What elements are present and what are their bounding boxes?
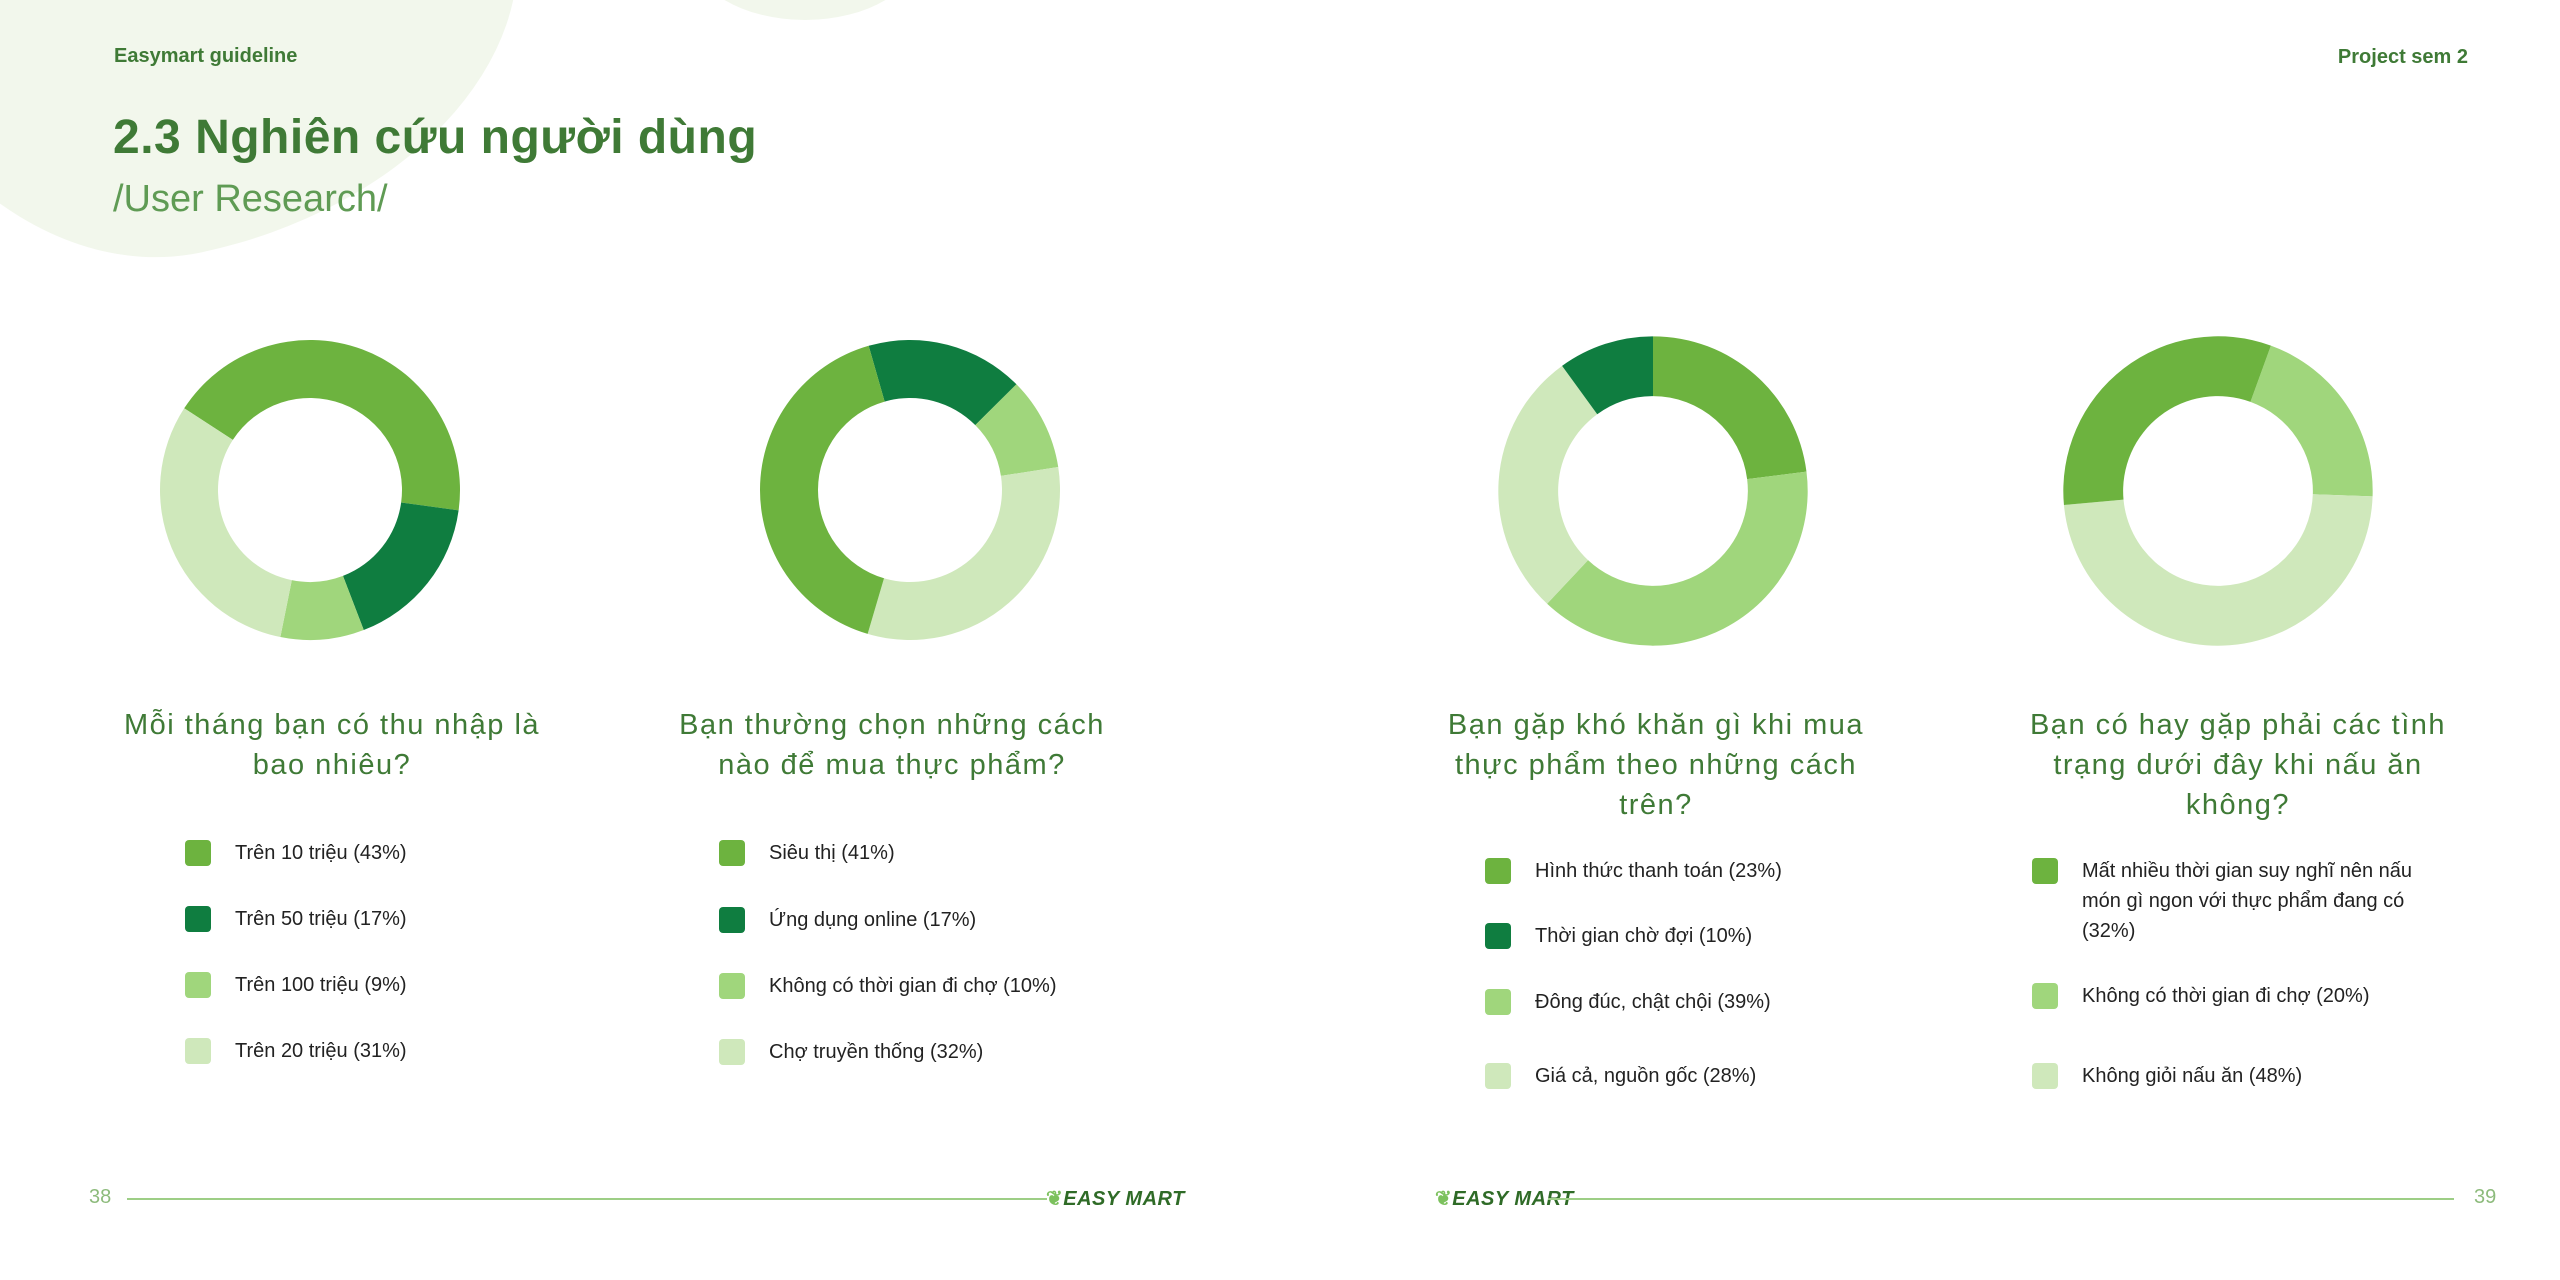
donut-chart-difficulties [1498, 336, 1808, 646]
legend-label: Giá cả, nguồn gốc (28%) [1535, 1065, 1757, 1087]
legend-item: Siêu thị (41%) [719, 838, 895, 868]
leaf-icon: ❦ [1046, 1188, 1064, 1210]
donut-slice [2063, 494, 2373, 646]
legend-item: Không có thời gian đi chợ (10%) [719, 971, 1057, 1001]
legend-item: Thời gian chờ đợi (10%) [1485, 921, 1752, 951]
legend-item: Đông đúc, chật chội (39%) [1485, 987, 1771, 1017]
legend-swatch [719, 907, 745, 933]
question-cooking-issues: Bạn có hay gặp phải các tình trạng dưới … [2029, 709, 2447, 821]
donut-slice [1498, 365, 1598, 604]
legend-swatch [1485, 989, 1511, 1015]
page-subtitle: /User Research/ [113, 178, 388, 220]
donut-slice [1653, 336, 1807, 480]
question-income: Mỗi tháng bạn có thu nhập là bao nhiêu? [123, 709, 541, 781]
donut-slice [1547, 471, 1808, 646]
legend-item: Hình thức thanh toán (23%) [1485, 856, 1782, 886]
donut-slice [975, 384, 1059, 476]
legend-item: Không giỏi nấu ăn (48%) [2032, 1061, 2302, 1091]
legend-label: Không có thời gian đi chợ (20%) [2082, 985, 2370, 1007]
page-number-left: 38 [89, 1186, 112, 1208]
background-shape [690, 0, 920, 20]
footer-divider [1548, 1198, 2454, 1200]
legend-swatch [2032, 858, 2058, 884]
legend-item: Trên 10 triệu (43%) [185, 838, 407, 868]
legend-label: Ứng dụng online (17%) [769, 909, 977, 931]
legend-swatch [2032, 1063, 2058, 1089]
legend-swatch [1485, 858, 1511, 884]
donut-slice [1562, 336, 1653, 415]
question-difficulties: Bạn gặp khó khăn gì khi mua thực phẩm th… [1447, 709, 1865, 821]
legend-label: Siêu thị (41%) [769, 842, 895, 864]
donut-chart-cooking-issues [2063, 336, 2373, 646]
legend-swatch [719, 973, 745, 999]
legend-label: Chợ truyền thống (32%) [769, 1041, 984, 1063]
legend-label: Mất nhiều thời gian suy nghĩ nên nấu món… [2082, 860, 2413, 942]
footer-logo-right: ❦EASY MART [1435, 1186, 1574, 1211]
legend-swatch [719, 1039, 745, 1065]
legend-swatch [2032, 983, 2058, 1009]
legend-swatch [1485, 1063, 1511, 1089]
legend-item: Trên 20 triệu (31%) [185, 1036, 407, 1066]
donut-slice [342, 502, 459, 631]
legend-item: Trên 50 triệu (17%) [185, 904, 407, 934]
legend-label: Trên 10 triệu (43%) [235, 842, 407, 864]
legend-item: Ứng dụng online (17%) [719, 905, 976, 935]
logo-text: EASY MART [1452, 1188, 1574, 1210]
donut-chart-purchase-methods [759, 340, 1060, 640]
page-number-right: 39 [2474, 1186, 2497, 1208]
header-document-name: Easymart guideline [114, 45, 298, 67]
footer-divider [127, 1198, 1047, 1200]
donut-slice [868, 340, 1017, 426]
donut-slice [184, 340, 461, 511]
legend-label: Hình thức thanh toán (23%) [1535, 860, 1782, 882]
footer-logo-left: ❦EASY MART [1046, 1186, 1185, 1211]
donut-slice [2063, 336, 2271, 506]
legend-label: Trên 100 triệu (9%) [235, 974, 407, 996]
legend-swatch [185, 906, 211, 932]
legend-item: Không có thời gian đi chợ (20%) [2032, 981, 2370, 1011]
legend-label: Trên 50 triệu (17%) [235, 908, 407, 930]
donut-slice [280, 575, 364, 640]
legend-label: Thời gian chờ đợi (10%) [1535, 925, 1753, 947]
logo-text: EASY MART [1063, 1188, 1185, 1210]
legend-swatch [719, 840, 745, 866]
page-title: 2.3 Nghiên cứu người dùng [113, 111, 758, 164]
legend-label: Trên 20 triệu (31%) [235, 1040, 407, 1062]
legend-swatch [185, 972, 211, 998]
legend-label: Không có thời gian đi chợ (10%) [769, 975, 1057, 997]
donut-slice [2250, 345, 2373, 497]
legend-item: Trên 100 triệu (9%) [185, 970, 407, 1000]
legend-label: Đông đúc, chật chội (39%) [1535, 991, 1771, 1013]
donut-chart-income [159, 340, 461, 640]
legend-swatch [1485, 923, 1511, 949]
legend-swatch [185, 840, 211, 866]
legend-swatch [185, 1038, 211, 1064]
donut-slice [759, 345, 885, 634]
header-project-name: Project sem 2 [2337, 46, 2468, 68]
leaf-icon: ❦ [1435, 1188, 1453, 1210]
legend-item: Mất nhiều thời gian suy nghĩ nên nấu món… [2032, 856, 2422, 946]
legend-item: Giá cả, nguồn gốc (28%) [1485, 1061, 1756, 1091]
donut-slice [867, 467, 1060, 640]
legend-label: Không giỏi nấu ăn (48%) [2082, 1065, 2303, 1087]
donut-slice [159, 408, 292, 638]
legend-item: Chợ truyền thống (32%) [719, 1037, 983, 1067]
question-purchase-methods: Bạn thường chọn những cách nào để mua th… [679, 709, 1105, 781]
